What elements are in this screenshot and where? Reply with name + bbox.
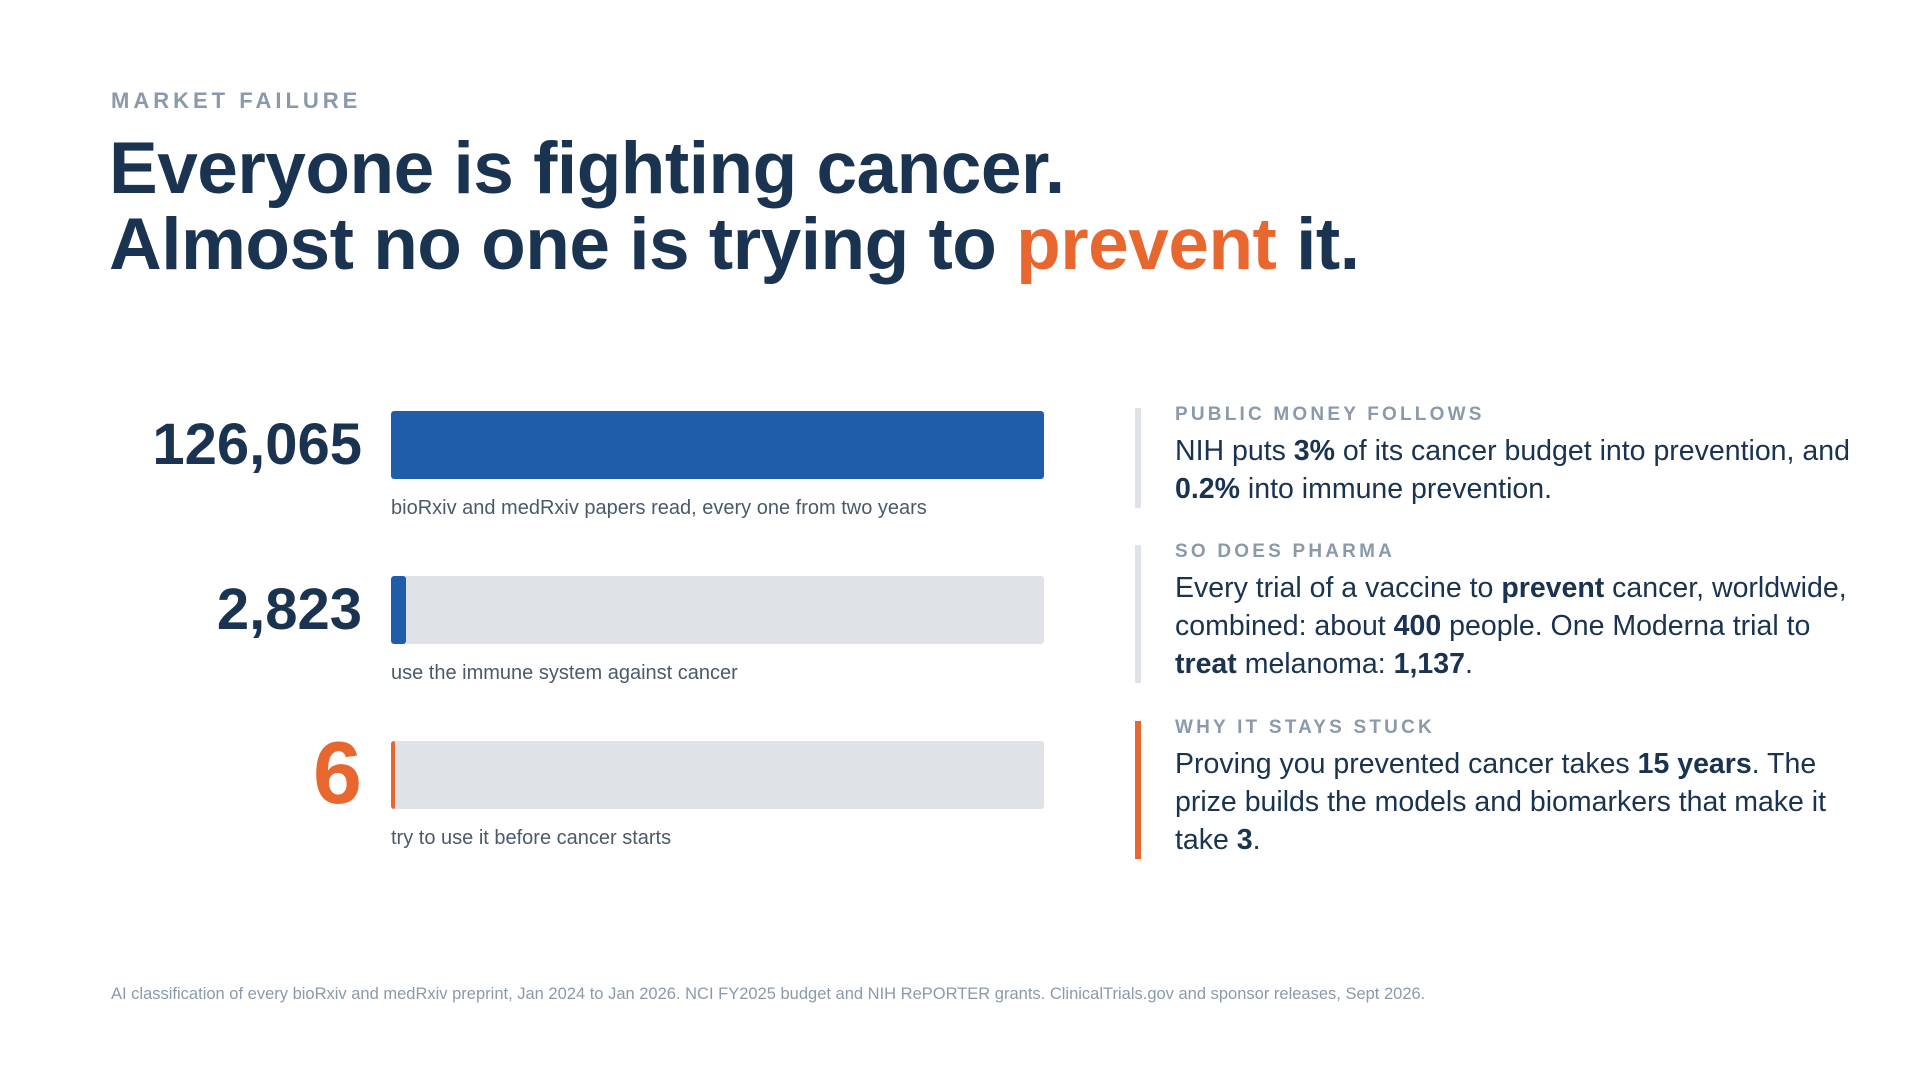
panel-text: people. One Moderna trial to — [1441, 610, 1811, 642]
bar-value-label: 126,065 — [152, 412, 362, 477]
bar-category-label: use the immune system against cancer — [391, 662, 738, 684]
panel-emphasis: 0.2% — [1175, 473, 1240, 505]
panel-emphasis: prevent — [1501, 572, 1605, 604]
bar-track — [391, 741, 1044, 809]
panel-emphasis: 1,137 — [1393, 648, 1465, 680]
bar-track — [391, 411, 1044, 479]
panel-text: Every trial of a vaccine to — [1175, 572, 1502, 604]
headline-line-2: Almost no one is trying to prevent it. — [109, 207, 1360, 283]
panel-text: . — [1252, 824, 1261, 856]
footnote: AI classification of every bioRxiv and m… — [111, 985, 1426, 1003]
panel-emphasis: 15 years — [1637, 748, 1752, 780]
panel-text: of its cancer budget into prevention, an… — [1335, 435, 1850, 467]
bar-category-label: try to use it before cancer starts — [391, 827, 672, 849]
panel-text: into immune prevention. — [1239, 473, 1553, 505]
bar-category-label: bioRxiv and medRxiv papers read, every o… — [391, 497, 927, 519]
bar — [391, 411, 1044, 479]
bar-value-label: 6 — [313, 723, 362, 822]
bar — [391, 576, 406, 644]
panel-emphasis: 400 — [1393, 610, 1442, 642]
bar — [391, 741, 395, 809]
panel-text: melanoma: — [1236, 648, 1394, 680]
eyebrow-label: MARKET FAILURE — [111, 88, 362, 113]
panel-body: Proving you prevented cancer takes 15 ye… — [1175, 745, 1875, 859]
panel-title: WHY IT STAYS STUCK — [1175, 717, 1435, 738]
headline-line-2-before: Almost no one is trying to — [109, 204, 1017, 285]
info-panel: SO DOES PHARMA Every trial of a vaccine t… — [1135, 541, 1875, 683]
headline-line-2-after: it. — [1276, 204, 1360, 285]
headline-accent-word: prevent — [1016, 204, 1277, 285]
panel-text: . — [1464, 648, 1473, 680]
info-panel: WHY IT STAYS STUCK Proving you prevented … — [1135, 717, 1875, 859]
headline: Everyone is fighting cancer. Almost no o… — [109, 131, 1360, 283]
panel-title: SO DOES PHARMA — [1175, 541, 1396, 562]
panel-title: PUBLIC MONEY FOLLOWS — [1175, 404, 1485, 425]
panel-emphasis: treat — [1175, 648, 1237, 680]
panel-text: Proving you prevented cancer takes — [1175, 748, 1638, 780]
panel-text: cancer, worldwide, combined: about — [1175, 572, 1847, 642]
headline-line-1: Everyone is fighting cancer. — [109, 128, 1065, 209]
bar-value-label: 2,823 — [216, 577, 362, 642]
panel-body: NIH puts 3% of its cancer budget into pr… — [1175, 432, 1875, 508]
bar-track — [391, 576, 1044, 644]
panel-emphasis: 3 — [1236, 824, 1253, 856]
panel-text: . The prize builds the models and biomar… — [1175, 748, 1827, 856]
info-panel: PUBLIC MONEY FOLLOWS NIH puts 3% of its c… — [1135, 404, 1875, 508]
panel-body: Every trial of a vaccine to prevent canc… — [1175, 569, 1875, 683]
panel-emphasis: 3% — [1293, 435, 1335, 467]
panel-text: NIH puts — [1175, 435, 1294, 467]
